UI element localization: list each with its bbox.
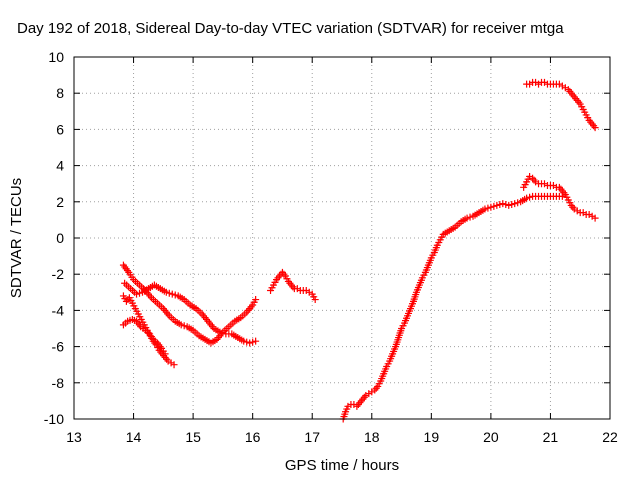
series-track-e xyxy=(267,268,319,304)
data-point xyxy=(591,124,599,132)
y-tick-label: -2 xyxy=(52,266,65,282)
y-tick-label: 6 xyxy=(56,121,64,137)
x-tick-label: 14 xyxy=(126,429,142,445)
x-tick-label: 13 xyxy=(66,429,82,445)
data-point xyxy=(508,201,516,209)
data-point xyxy=(136,289,144,297)
y-tick-label: -10 xyxy=(44,411,64,427)
series-track-g xyxy=(520,172,599,222)
data-point xyxy=(249,338,257,346)
data-point xyxy=(180,322,188,330)
data-point xyxy=(246,339,254,347)
x-tick-label: 20 xyxy=(483,429,499,445)
data-point xyxy=(505,201,513,209)
y-tick-label: 8 xyxy=(56,85,64,101)
data-layer xyxy=(119,78,599,423)
x-tick-label: 15 xyxy=(185,429,201,445)
y-tick-label: 10 xyxy=(48,49,64,65)
data-point xyxy=(502,201,510,209)
tick-layer xyxy=(73,56,611,420)
data-point xyxy=(252,337,260,345)
data-point xyxy=(252,296,260,304)
x-tick-label: 17 xyxy=(304,429,320,445)
y-tick-label: 4 xyxy=(56,158,64,174)
grid-layer xyxy=(74,57,610,419)
data-point xyxy=(523,194,531,202)
data-point xyxy=(171,291,179,299)
data-point xyxy=(177,321,185,329)
y-tick-label: 2 xyxy=(56,194,64,210)
data-point xyxy=(484,204,492,212)
y-tick-label: -8 xyxy=(52,375,65,391)
data-point xyxy=(240,337,248,345)
data-point xyxy=(530,176,538,184)
series-track-b xyxy=(121,279,260,347)
data-point xyxy=(311,296,319,304)
x-tick-label: 22 xyxy=(602,429,618,445)
data-point xyxy=(496,201,504,209)
data-point xyxy=(161,350,169,358)
series-track-a xyxy=(119,261,260,347)
data-point xyxy=(466,213,474,221)
label-layer: 13 14 15 16 17 18 19 20 21 22 -10 -8 -6 -4 -2 0 2 4 6 8 10 xyxy=(44,49,618,445)
x-tick-label: 19 xyxy=(424,429,440,445)
data-point xyxy=(216,328,224,336)
data-point xyxy=(526,193,534,201)
series-track-h xyxy=(523,78,599,132)
x-tick-label: 21 xyxy=(543,429,559,445)
data-point xyxy=(499,200,507,208)
x-axis-label: GPS time / hours xyxy=(285,457,399,474)
data-point xyxy=(463,214,471,222)
data-point xyxy=(514,199,522,207)
data-point xyxy=(511,200,519,208)
data-point xyxy=(243,338,251,346)
data-point xyxy=(591,214,599,222)
series-track-f xyxy=(339,192,566,423)
data-point xyxy=(219,329,227,337)
x-tick-label: 18 xyxy=(364,429,380,445)
data-point xyxy=(481,205,489,213)
series-track-d xyxy=(119,315,169,358)
x-tick-label: 16 xyxy=(245,429,261,445)
data-point xyxy=(493,201,501,209)
data-point xyxy=(165,289,173,297)
data-point xyxy=(133,290,141,298)
data-point xyxy=(168,290,176,298)
y-tick-label: -6 xyxy=(52,339,65,355)
data-point xyxy=(487,203,495,211)
chart-title: Day 192 of 2018, Sidereal Day-to-day VTE… xyxy=(17,20,564,37)
data-point xyxy=(162,288,170,296)
y-axis-label: SDTVAR / TECUs xyxy=(8,178,25,298)
y-tick-label: 0 xyxy=(56,230,64,246)
y-tick-label: -4 xyxy=(52,302,65,318)
data-point xyxy=(490,202,498,210)
data-point xyxy=(170,361,178,369)
